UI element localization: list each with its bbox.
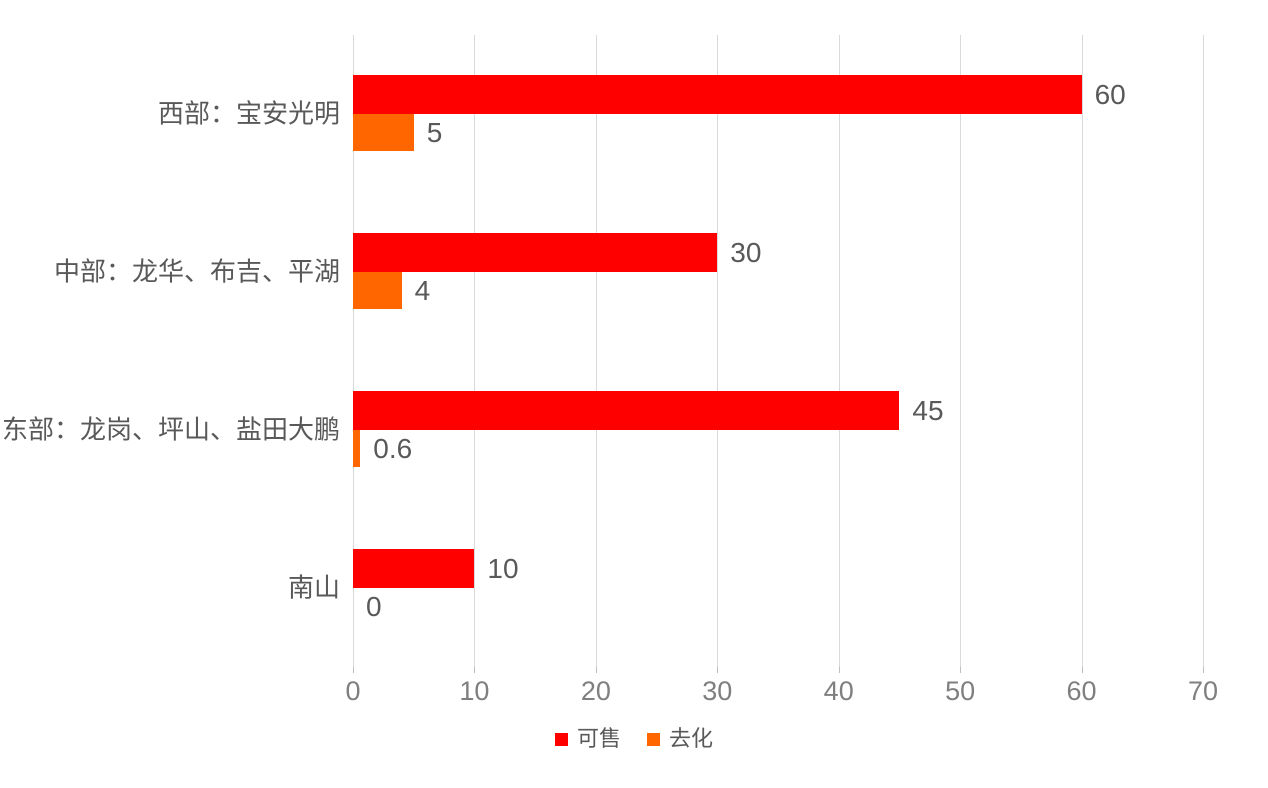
legend-label: 可售 [576,726,621,751]
bar-可售 [353,75,1082,114]
gridline [1203,35,1204,667]
x-axis-tick-label: 10 [459,676,490,706]
x-axis-tick-label: 70 [1187,676,1219,706]
data-label: 4 [414,274,431,306]
x-axis-tick-label: 50 [945,676,976,706]
gridline [353,35,354,667]
bar-可售 [353,391,900,430]
x-axis-tick-label: 60 [1066,676,1097,706]
legend-swatch-icon [647,732,660,746]
axis-tick [474,667,476,673]
legend-item: 去化 [647,728,713,750]
axis-tick [960,667,962,673]
x-axis-tick-label: 0 [345,676,361,706]
data-label: 30 [730,236,762,268]
x-axis-tick-label: 40 [823,676,854,706]
category-label: 南山 [287,572,340,603]
bar-去化 [353,272,402,309]
axis-tick [595,667,597,673]
data-label: 60 [1094,78,1126,110]
gridline [717,35,719,667]
gridline [474,35,476,667]
bar-去化 [353,114,414,151]
axis-tick [838,667,840,673]
x-axis-tick-label: 20 [580,676,611,706]
axis-tick [353,667,354,673]
x-axis-tick-label: 30 [702,676,733,706]
axis-tick [1081,667,1083,673]
gridline [595,35,597,667]
bar-去化 [353,430,361,467]
category-label: 西部：宝安光明 [157,98,340,129]
legend: 可售 去化 [0,728,1268,750]
data-label: 5 [426,116,443,148]
category-label: 东部：龙岗、坪山、盐田大鹏 [1,414,340,445]
legend-label: 去化 [669,726,714,751]
data-label: 0 [366,590,382,622]
data-label: 0.6 [373,432,413,464]
category-label: 中部：龙华、布吉、平湖 [53,256,340,287]
bar-可售 [353,549,475,588]
axis-tick [1203,667,1204,673]
axis-tick [717,667,719,673]
bar-可售 [353,233,718,272]
data-label: 10 [487,552,519,584]
legend-swatch-icon [554,732,568,746]
gridline [960,35,962,667]
gridline [838,35,840,667]
gridline [1081,35,1083,667]
data-label: 45 [912,394,944,426]
legend-item: 可售 [554,726,621,751]
